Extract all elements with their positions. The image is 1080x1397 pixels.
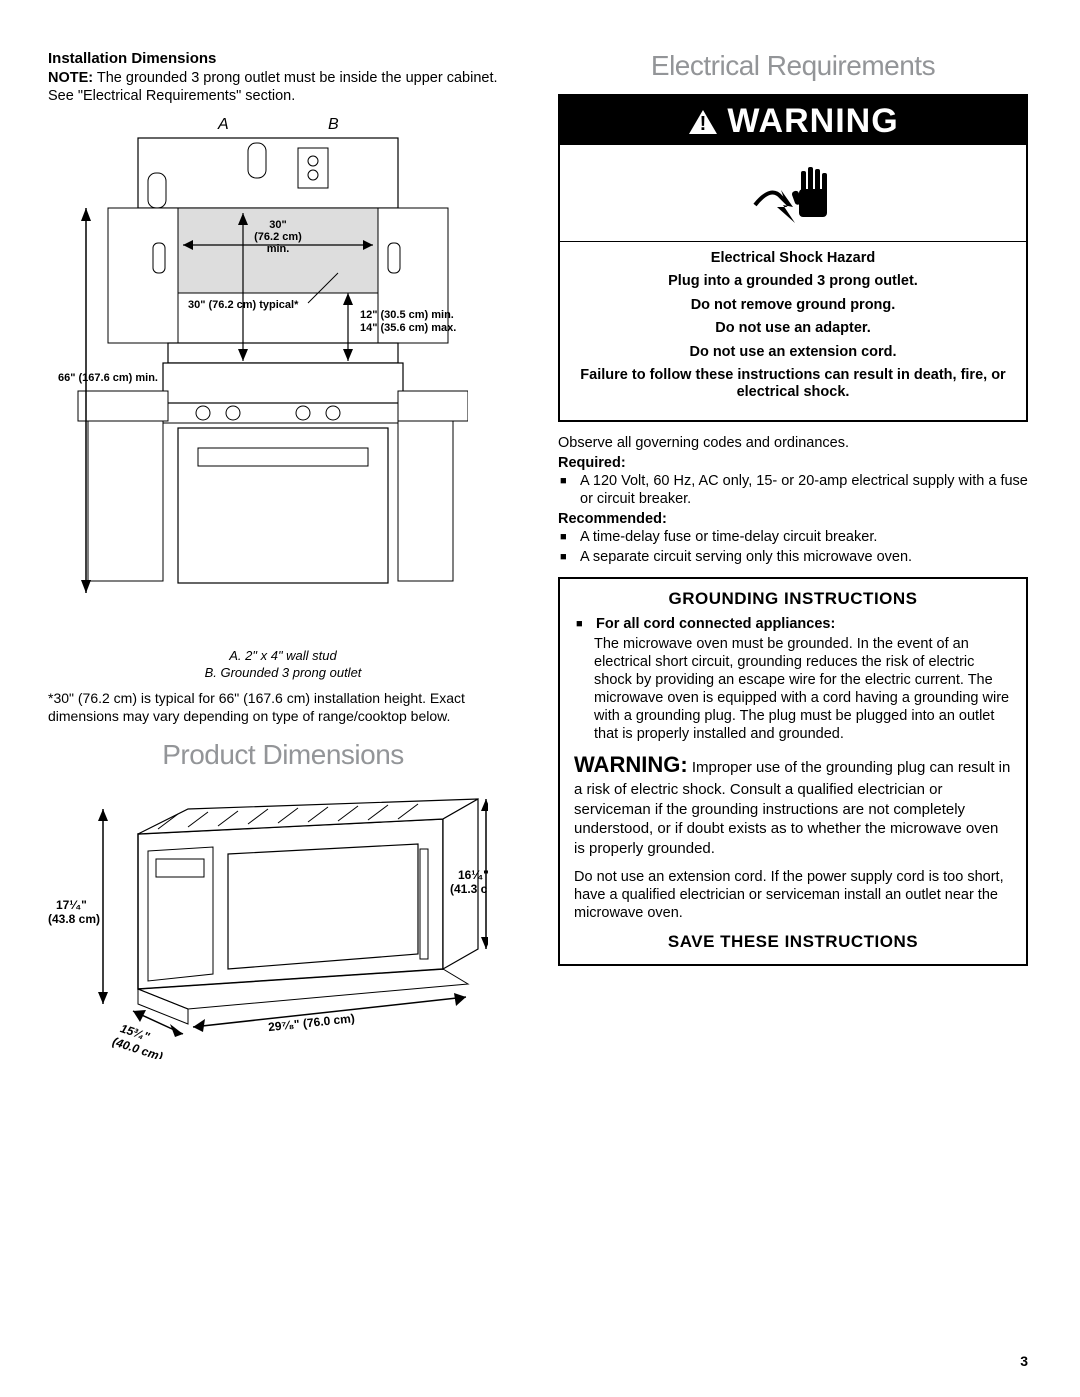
grounding-instructions-box: GROUNDING INSTRUCTIONS For all cord conn… [558,577,1028,967]
svg-text:!: ! [700,113,707,135]
svg-text:66" (167.6 cm) min.: 66" (167.6 cm) min. [58,372,158,384]
installation-diagram: A B 30" (76.2 cm) min. [48,113,518,682]
warning-box: ! WARNING [558,94,1028,422]
grounding-title: GROUNDING INSTRUCTIONS [574,589,1012,609]
warning-banner: ! WARNING [560,96,1026,145]
svg-text:14" (35.6 cm) max.: 14" (35.6 cm) max. [360,322,456,334]
diagram-label-a: A [217,116,229,133]
electrical-requirements-title: Electrical Requirements [558,50,1028,82]
warning-word: WARNING [727,102,898,141]
hazard-lines: Electrical Shock Hazard Plug into a grou… [560,241,1026,420]
product-dimensions-title: Product Dimensions [48,739,518,771]
svg-text:30": 30" [269,219,286,231]
svg-text:12" (30.5 cm) min.: 12" (30.5 cm) min. [360,309,454,321]
svg-text:(41.3 cm): (41.3 cm) [450,882,488,896]
install-note: NOTE: The grounded 3 prong outlet must b… [48,69,518,105]
save-instructions-title: SAVE THESE INSTRUCTIONS [574,932,1012,952]
installation-dimensions-heading: Installation Dimensions [48,50,518,67]
svg-text:(43.8 cm): (43.8 cm) [48,912,100,926]
recommended-list: A time-delay fuse or time-delay circuit … [558,528,1028,566]
inline-warning-label: WARNING: [574,752,688,777]
note-label: NOTE: [48,70,93,86]
diagram-label-b: B [328,116,339,133]
warning-triangle-icon: ! [687,108,719,136]
note-text: The grounded 3 prong outlet must be insi… [48,70,498,104]
required-list: A 120 Volt, 60 Hz, AC only, 15- or 20-am… [558,472,1028,508]
svg-text:(76.2 cm): (76.2 cm) [254,231,302,243]
product-dimensions-diagram: 17¹⁄₄" (43.8 cm) 16¹⁄₄" (41.3 cm) 29⁷⁄₈"… [48,779,518,1064]
svg-text:16¹⁄₄": 16¹⁄₄" [458,868,488,882]
cord-connected-label: For all cord connected appliances: [596,616,835,632]
page-number: 3 [1020,1353,1028,1369]
observe-text: Observe all governing codes and ordinanc… [558,434,1028,452]
svg-text:17¹⁄₄": 17¹⁄₄" [56,898,87,912]
grounding-paragraph: The microwave oven must be grounded. In … [574,635,1012,744]
required-label: Required: [558,454,1028,472]
diagram1-caption: A. 2" x 4" wall stud B. Grounded 3 prong… [48,648,518,682]
shock-hand-icon [753,155,833,230]
install-footnote: *30" (76.2 cm) is typical for 66" (167.6… [48,690,518,725]
recommended-label: Recommended: [558,510,1028,528]
extension-paragraph: Do not use an extension cord. If the pow… [574,868,1012,922]
inline-warning: WARNING: Improper use of the grounding p… [574,751,1012,858]
